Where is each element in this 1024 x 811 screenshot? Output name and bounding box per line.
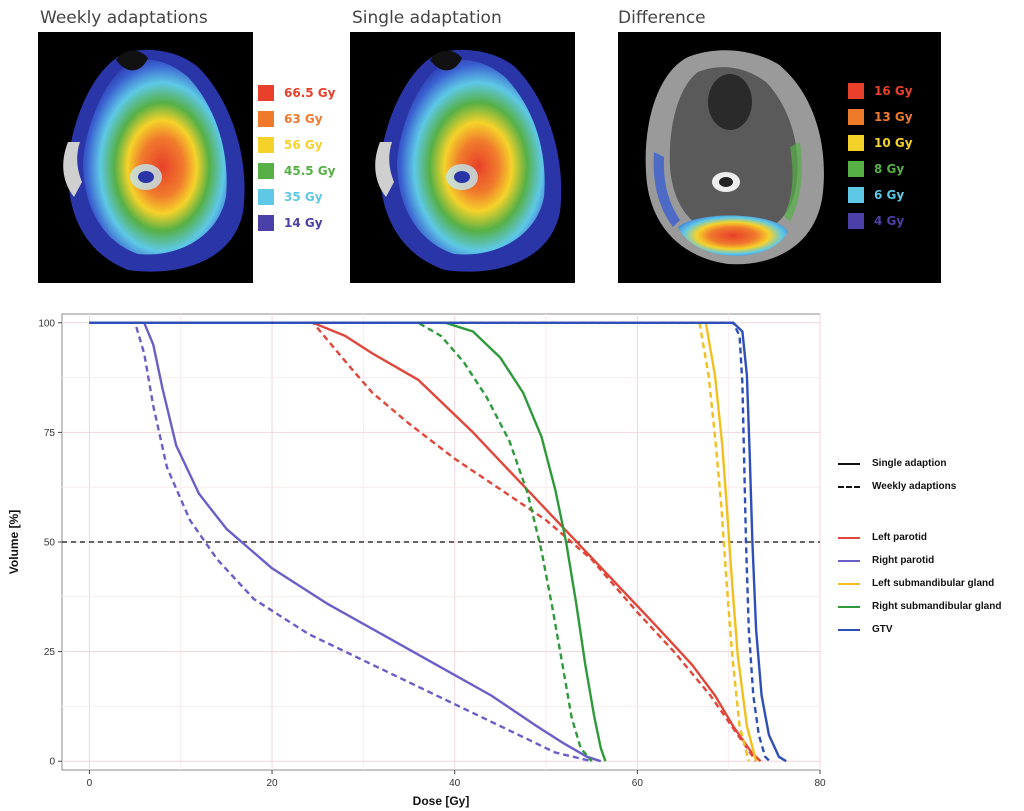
legend-label: 10 Gy [874,136,913,150]
series-line [89,321,787,763]
legend-label: Left submandibular gland [872,578,995,589]
legend-item: Left parotid [838,526,1001,549]
legend-label: 14 Gy [284,216,323,230]
dose-map-image [375,49,562,272]
legend-label: 4 Gy [874,214,905,228]
legend-row: 66.5 Gy [258,80,335,106]
legend-swatch [848,83,864,99]
legend-label: 16 Gy [874,84,913,98]
legend-row: 45.5 Gy [258,158,335,184]
series-line [89,321,758,762]
legend-swatch [848,213,864,229]
legend-swatch [258,85,274,101]
x-tick-label: 20 [266,778,278,789]
y-tick-label: 100 [38,318,55,329]
x-tick-group: 0 20 40 60 80 [87,770,826,789]
legend-label: 6 Gy [874,188,905,202]
solid-line-key [838,462,860,465]
dose-scan-difference [618,32,941,283]
legend-key [838,582,860,585]
linestyle-legend-solid: Single adaption [838,452,956,475]
legend-label: 56 Gy [284,138,323,152]
dose-legend-weekly: 66.5 Gy 63 Gy 56 Gy 45.5 Gy 35 Gy 14 Gy [258,80,335,236]
legend-row: 35 Gy [258,184,335,210]
legend-swatch [258,189,274,205]
legend-label: 66.5 Gy [284,86,336,100]
linestyle-legend: Single adaption Weekly adaptions [838,452,956,498]
panel-title-single: Single adaptation [352,8,502,28]
difference-map-image [645,50,824,265]
y-axis-label: Volume [%] [7,510,21,574]
legend-swatch [848,135,864,151]
x-tick-label: 40 [449,778,461,789]
legend-label: Right submandibular gland [872,601,1002,612]
x-axis-label: Dose [Gy] [413,794,470,808]
x-tick-label: 80 [814,778,826,789]
dvh-chart: 0 20 40 60 80 0 25 50 75 100 Dose [Gy] Volume [%… [7,313,826,808]
y-tick-label: 25 [44,647,56,658]
legend-label: Left parotid [872,532,927,543]
legend-label: GTV [872,624,893,635]
series-line [89,321,750,762]
y-tick-label: 50 [44,538,56,549]
legend-swatch [258,215,274,231]
legend-row: 63 Gy [258,106,335,132]
legend-item: Right parotid [838,549,1001,572]
legend-row: 6 Gy [848,182,913,208]
legend-row: 10 Gy [848,130,913,156]
series-group [89,321,787,763]
legend-swatch [848,161,864,177]
legend-row: 14 Gy [258,210,335,236]
legend-swatch [258,137,274,153]
legend-row: 8 Gy [848,156,913,182]
legend-row: 13 Gy [848,104,913,130]
series-line [89,321,592,763]
structure-legend: Left parotid Right parotid Left submandi… [838,526,1001,641]
series-line [89,321,593,762]
legend-key [838,559,860,562]
legend-row: 16 Gy [848,78,913,104]
dose-scan-single [350,32,575,283]
legend-item: GTV [838,618,1001,641]
legend-row: 4 Gy [848,208,913,234]
dose-scan-weekly [38,32,253,283]
legend-label: 8 Gy [874,162,905,176]
dose-legend-difference: 16 Gy 13 Gy 10 Gy 8 Gy 6 Gy 4 Gy [848,78,913,234]
legend-label: 45.5 Gy [284,164,336,178]
legend-label: Right parotid [872,555,935,566]
legend-key [838,536,860,539]
legend-label: 63 Gy [284,112,323,126]
linestyle-legend-dashed: Weekly adaptions [838,475,956,498]
panel-title-difference: Difference [618,8,706,28]
legend-swatch [258,163,274,179]
x-tick-label: 0 [87,778,93,789]
legend-key [838,628,860,631]
legend-label: 13 Gy [874,110,913,124]
x-tick-label: 60 [632,778,644,789]
legend-label: 35 Gy [284,190,323,204]
legend-row: 56 Gy [258,132,335,158]
series-line [89,321,771,763]
y-tick-label: 75 [44,428,56,439]
legend-swatch [848,187,864,203]
series-line [89,321,758,762]
dashed-line-key [838,485,860,488]
series-line [89,321,607,762]
legend-item: Left submandibular gland [838,572,1001,595]
dose-map-image [63,49,245,272]
legend-item: Right submandibular gland [838,595,1001,618]
legend-key [838,605,860,608]
legend-swatch [258,111,274,127]
legend-label: Single adaption [872,458,947,469]
y-tick-group: 0 25 50 75 100 [38,318,62,768]
legend-label: Weekly adaptions [872,481,957,492]
legend-swatch [848,109,864,125]
panel-title-weekly: Weekly adaptations [40,8,208,28]
y-tick-label: 0 [49,757,55,768]
series-line [89,321,602,763]
